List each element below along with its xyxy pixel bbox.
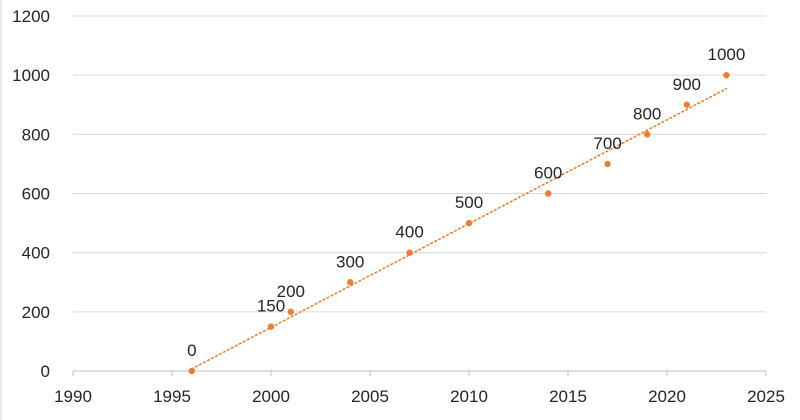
x-tick-label: 2005 bbox=[351, 387, 389, 406]
y-tick-label: 0 bbox=[41, 362, 50, 381]
data-point bbox=[545, 190, 552, 197]
data-label: 0 bbox=[187, 341, 196, 360]
data-point bbox=[644, 131, 651, 138]
y-tick-label: 200 bbox=[22, 303, 50, 322]
trendline bbox=[191, 87, 728, 370]
y-tick-label: 400 bbox=[22, 244, 50, 263]
x-tick-label: 1995 bbox=[153, 387, 191, 406]
data-label: 800 bbox=[633, 104, 661, 123]
x-tick-label: 1990 bbox=[54, 387, 92, 406]
gridlines bbox=[73, 15, 766, 372]
data-label: 600 bbox=[534, 164, 562, 183]
data-label: 500 bbox=[455, 193, 483, 212]
data-point bbox=[267, 323, 275, 330]
y-tick-label: 600 bbox=[22, 185, 50, 204]
data-label: 300 bbox=[336, 252, 364, 271]
data-point bbox=[604, 160, 611, 168]
x-tick-label: 2000 bbox=[252, 387, 290, 406]
data-point bbox=[188, 367, 195, 375]
x-tick-label: 2025 bbox=[747, 387, 785, 406]
data-label: 900 bbox=[673, 75, 701, 94]
y-tick-label: 800 bbox=[22, 125, 50, 144]
data-label: 150 bbox=[257, 297, 285, 316]
data-label: 400 bbox=[395, 223, 423, 242]
x-tick-label: 2010 bbox=[450, 387, 488, 406]
y-tick-label: 1000 bbox=[12, 66, 50, 85]
data-label: 200 bbox=[277, 282, 305, 301]
data-point bbox=[287, 308, 294, 316]
data-point bbox=[683, 101, 690, 108]
x-tick-label: 2020 bbox=[648, 387, 686, 406]
trendline-group bbox=[191, 87, 728, 370]
x-tick-label: 2015 bbox=[549, 387, 587, 406]
data-label: 700 bbox=[593, 134, 621, 153]
data-point bbox=[347, 279, 354, 286]
x-axis-tick-labels: 1990 1995 2000 2005 2010 2015 2020 2025 bbox=[54, 371, 785, 406]
data-points bbox=[188, 71, 730, 375]
data-point bbox=[723, 71, 730, 79]
y-axis-tick-labels: 0 200 400 600 800 1000 1200 bbox=[12, 7, 50, 381]
data-point bbox=[465, 219, 473, 227]
data-label: 1000 bbox=[707, 45, 745, 64]
data-point bbox=[406, 249, 413, 256]
y-tick-label: 1200 bbox=[12, 7, 50, 26]
